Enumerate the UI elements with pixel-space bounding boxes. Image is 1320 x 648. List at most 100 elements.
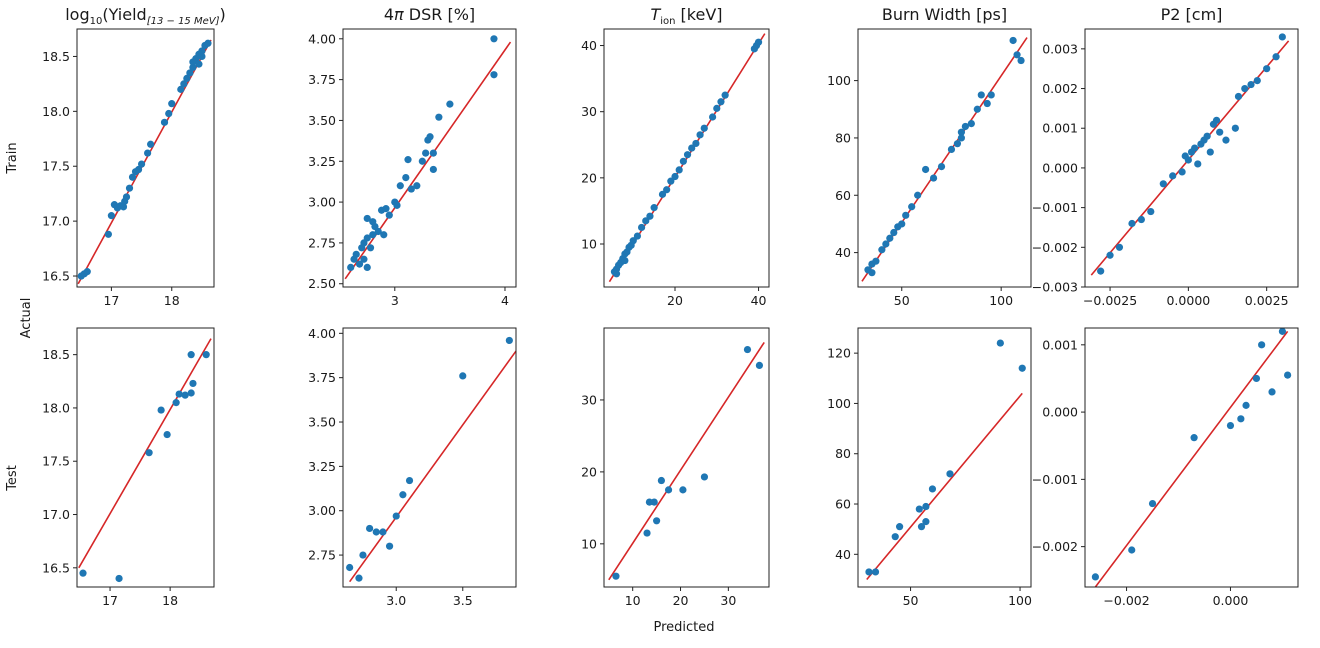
- data-point: [717, 98, 725, 106]
- data-point: [183, 74, 191, 83]
- y-tick-label: 18.0: [42, 104, 70, 119]
- x-tick-label: 40: [751, 293, 767, 308]
- data-point: [163, 430, 171, 439]
- y-tick-label: 2.75: [308, 548, 336, 563]
- data-point: [189, 58, 197, 66]
- data-point: [380, 231, 388, 239]
- data-point: [886, 234, 894, 242]
- data-point: [181, 391, 189, 399]
- data-point: [1128, 219, 1136, 228]
- data-point: [360, 255, 368, 263]
- data-point: [413, 182, 421, 190]
- panel-title: P2 [cm]: [1161, 5, 1223, 24]
- data-point: [1222, 136, 1230, 144]
- plot-frame: [857, 327, 1032, 588]
- data-point: [709, 113, 717, 121]
- data-point: [104, 230, 112, 238]
- data-point: [1009, 36, 1017, 45]
- y-tick-label: 80: [835, 130, 851, 145]
- y-tick-label: 3.00: [308, 503, 336, 518]
- data-point: [1272, 53, 1280, 61]
- data-point: [1206, 148, 1214, 156]
- y-tick-label: 3.25: [308, 459, 336, 474]
- y-tick-label: 0.001: [1042, 121, 1078, 136]
- y-tick-label: 3.75: [308, 72, 336, 87]
- y-tick-label: 0.003: [1042, 41, 1078, 56]
- data-point: [346, 563, 354, 572]
- data-point: [429, 149, 437, 157]
- y-tick-label: 60: [835, 188, 851, 203]
- data-point: [165, 109, 173, 118]
- data-point: [612, 270, 621, 278]
- data-point: [754, 38, 763, 46]
- x-tick-label: −0.002: [1103, 593, 1149, 608]
- y-tick-label: −0.002: [1032, 240, 1078, 255]
- y-tick-label: 40: [835, 547, 851, 562]
- data-point: [189, 63, 197, 72]
- data-point: [1234, 92, 1243, 101]
- panel-7: 3.0 3.5 2.75 3.00 3.25 3.50 3.75 4.00: [308, 326, 517, 608]
- x-tick-label: 10: [625, 593, 641, 608]
- data-point: [128, 173, 137, 181]
- panel-2: 3 4 2.50 2.75 3.00 3.25 3.50 3.75 4.00 4π DSR [%]: [308, 5, 517, 308]
- data-point: [973, 105, 981, 113]
- row-label-train: Train: [5, 142, 20, 174]
- data-point: [1190, 434, 1198, 442]
- x-tick-label: −0.0025: [1083, 293, 1137, 308]
- y-tick-label: 3.50: [308, 113, 336, 128]
- data-point: [385, 211, 393, 219]
- data-point: [922, 502, 930, 511]
- data-point: [1147, 207, 1155, 216]
- x-tick-label: 100: [989, 293, 1013, 308]
- data-point: [953, 140, 962, 148]
- data-point: [1181, 152, 1189, 160]
- data-point: [372, 528, 380, 536]
- data-point: [696, 131, 704, 139]
- data-point: [633, 232, 642, 240]
- plot-frame: [342, 28, 517, 288]
- x-tick-label: 17: [102, 593, 118, 608]
- data-point: [175, 390, 183, 398]
- row-label-test: Test: [5, 465, 20, 492]
- y-tick-label: 3.75: [308, 370, 336, 385]
- x-tick-label: 0.0025: [1245, 293, 1289, 308]
- data-point: [868, 269, 876, 277]
- data-point: [700, 473, 709, 481]
- data-point: [1018, 364, 1026, 372]
- data-point: [915, 505, 923, 513]
- y-tick-label: 0.001: [1042, 337, 1078, 352]
- y-tick-label: 3.00: [308, 195, 336, 210]
- data-point: [137, 160, 146, 168]
- data-point: [145, 449, 153, 457]
- data-point: [429, 165, 437, 174]
- data-point: [657, 476, 665, 485]
- y-tick-label: 30: [581, 392, 597, 407]
- data-point: [865, 568, 873, 576]
- plot-frame: [1084, 28, 1299, 288]
- data-point: [366, 524, 374, 533]
- data-point: [83, 268, 91, 276]
- plot-frame: [342, 327, 517, 588]
- data-point: [983, 99, 991, 108]
- data-point: [957, 128, 966, 136]
- data-point: [1258, 341, 1266, 349]
- data-point: [629, 237, 637, 245]
- data-point: [1137, 215, 1145, 224]
- data-point: [198, 52, 206, 61]
- data-point: [202, 351, 210, 359]
- y-tick-label: −0.003: [1032, 280, 1078, 295]
- y-tick-label: −0.001: [1032, 472, 1078, 487]
- data-point: [713, 104, 721, 112]
- data-point: [393, 201, 401, 209]
- data-point: [355, 574, 363, 582]
- panel-title: Burn Width [ps]: [882, 5, 1007, 24]
- data-point: [379, 528, 387, 536]
- data-point: [168, 100, 176, 108]
- data-point: [621, 256, 629, 265]
- data-point: [908, 203, 916, 211]
- data-point: [688, 144, 696, 152]
- y-tick-label: 3.50: [308, 415, 336, 430]
- data-point: [1237, 415, 1245, 423]
- data-point: [189, 379, 197, 388]
- data-point: [658, 190, 667, 198]
